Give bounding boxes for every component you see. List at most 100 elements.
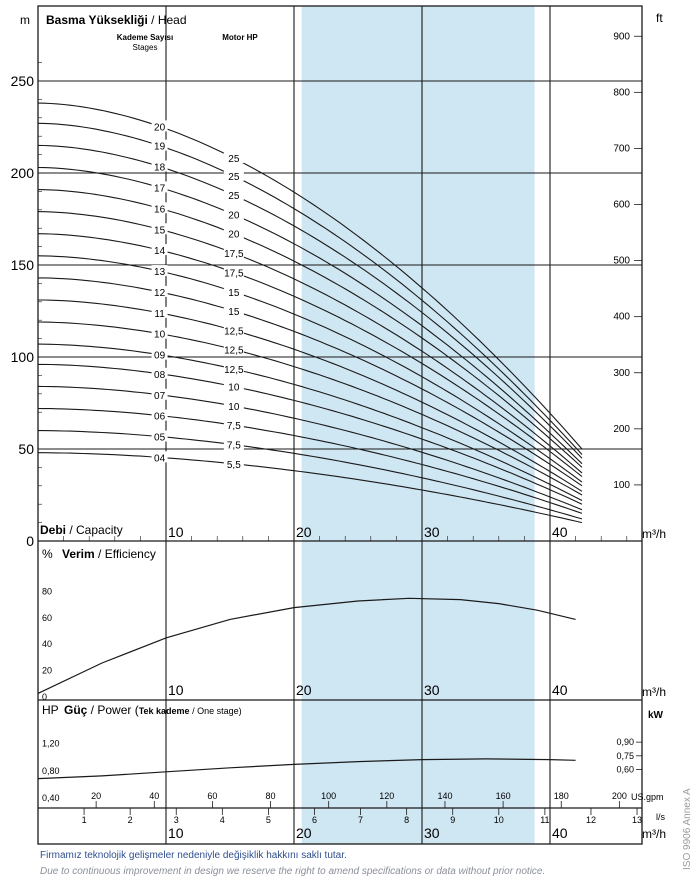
ls-tick: 12	[586, 815, 596, 825]
motor-label-bg	[223, 266, 244, 278]
head-curve-17	[37, 166, 583, 465]
flow-tick: 20	[296, 524, 312, 540]
flow-tick: 30	[424, 682, 440, 698]
curves: 20 25 19 25 18 25 17 20 16 20 15 17,5 14 17,5 13 15 12 15…	[37, 102, 583, 780]
head-curve-5	[38, 430, 583, 520]
power-y-tick: 0,40	[42, 793, 60, 803]
flow-tick: 40	[552, 682, 568, 698]
flow-tick: 10	[168, 524, 184, 540]
power-axis-title: Güç / Power (Tek kademe / One stage)	[64, 703, 242, 717]
ls-tick: 10	[494, 815, 504, 825]
stage-label: 16	[154, 204, 166, 215]
stage-label: 04	[154, 453, 166, 464]
motor-label-bg	[223, 152, 244, 164]
motor-label-bg	[223, 457, 244, 469]
motor-label: 25	[228, 154, 240, 165]
flow-tick: 10	[168, 825, 184, 841]
stage-label: 05	[154, 433, 166, 444]
stage-label: 10	[154, 330, 166, 341]
power-stage-bold: Tek kademe	[139, 706, 190, 716]
stage-label-bg	[151, 285, 168, 297]
motor-label-bg	[223, 208, 244, 220]
motor-label-bg	[223, 285, 244, 297]
motor-label-bg	[223, 247, 244, 259]
ft-tick: 200	[613, 424, 630, 435]
motor-label: 10	[228, 383, 240, 394]
stage-label-bg	[151, 181, 168, 193]
power-unit-label: HP	[42, 703, 59, 717]
head-y-tick: 150	[11, 257, 35, 273]
motor-hp-label: Motor HP	[222, 33, 258, 42]
gpm-tick: 140	[437, 791, 452, 801]
eff-y-tick: 60	[42, 613, 52, 623]
power-title-rest: / Power (	[87, 703, 138, 717]
motor-label: 12,5	[224, 365, 244, 376]
head-curve-6	[37, 407, 583, 514]
stage-label-bg	[151, 388, 168, 400]
stage-label-bg	[151, 223, 168, 235]
motor-label: 10	[228, 402, 240, 413]
ls-tick: 4	[220, 815, 225, 825]
motor-label: 7,5	[227, 441, 241, 452]
stage-label: 08	[154, 370, 166, 381]
gpm-tick: 60	[207, 791, 217, 801]
gpm-tick: 40	[149, 791, 159, 801]
motor-label: 7,5	[227, 421, 241, 432]
eff-title-rest: / Efficiency	[95, 547, 156, 561]
stage-label: 13	[154, 267, 166, 278]
flow-unit-label-1: m³/h	[642, 527, 666, 541]
head-curve-15	[37, 211, 583, 474]
motor-label: 20	[228, 211, 240, 222]
eff-unit-label: %	[42, 547, 53, 561]
gpm-tick: 200	[612, 791, 627, 801]
capacity-title-bold: Debi	[40, 523, 66, 537]
frame	[37, 5, 643, 845]
ft-tick: 900	[613, 31, 630, 42]
power-curve	[37, 758, 576, 780]
iso-side-label: ISO 9906 Annex A	[682, 788, 693, 870]
head-curve-14	[37, 233, 583, 478]
head-title-bold: Basma Yüksekliği	[46, 13, 148, 27]
stage-label-bg	[151, 306, 168, 318]
stage-label: 12	[154, 288, 166, 299]
stage-label: 18	[154, 162, 166, 173]
head-curve-4	[38, 452, 583, 524]
flow-tick: 10	[168, 682, 184, 698]
stage-label-bg	[151, 327, 168, 339]
note-tr: Firmamız teknolojik gelişmeler nedeniyle…	[40, 850, 347, 861]
ls-tick: 13	[632, 815, 642, 825]
eff-y-tick: 20	[42, 666, 52, 676]
head-curve-18	[37, 144, 583, 459]
motor-label: 17,5	[224, 268, 244, 279]
ls-tick: 9	[450, 815, 455, 825]
head-y-tick: 200	[11, 165, 35, 181]
stage-label-bg	[151, 139, 168, 151]
kw-unit-label: kW	[648, 710, 664, 721]
motor-label-bg	[223, 419, 244, 431]
motor-label-bg	[223, 227, 244, 239]
capacity-axis-title: Debi / Capacity	[40, 523, 123, 537]
eff-axis-title: Verim / Efficiency	[62, 547, 156, 561]
ls-tick: 1	[82, 815, 87, 825]
stage-label-bg	[151, 430, 168, 442]
motor-label-bg	[223, 343, 244, 355]
note-en: Due to continuous improvement in design …	[40, 866, 546, 877]
stage-label: 17	[154, 183, 166, 194]
head-unit-label: m	[20, 13, 30, 27]
stage-label: 14	[154, 246, 166, 257]
kw-tick: 0,75	[616, 751, 634, 761]
flow-tick: 20	[296, 682, 312, 698]
ft-tick: 600	[613, 200, 630, 211]
motor-label: 25	[228, 191, 240, 202]
motor-label-bg	[223, 438, 244, 450]
eff-y-tick: 80	[42, 586, 52, 596]
ls-unit-label: l/s	[656, 812, 666, 822]
head-curve-8	[38, 363, 583, 505]
flow-tick: 20	[296, 825, 312, 841]
head-y-tick: 250	[11, 73, 35, 89]
ls-tick: 2	[128, 815, 133, 825]
motor-label: 15	[228, 307, 240, 318]
eff-y-tick: 0	[42, 692, 47, 702]
head-title-rest: / Head	[148, 13, 187, 27]
kw-tick: 0,60	[616, 764, 634, 774]
